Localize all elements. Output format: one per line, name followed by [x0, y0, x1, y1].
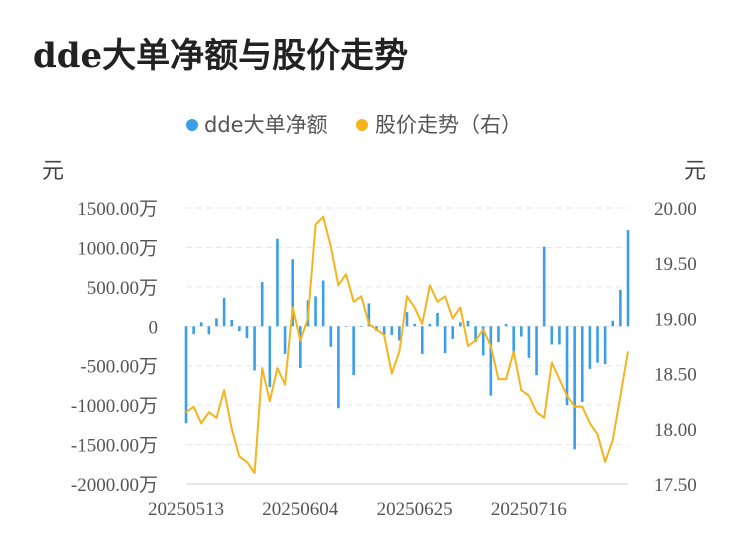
dde-bar	[352, 326, 355, 376]
dde-bar	[535, 326, 538, 376]
dde-bar	[367, 303, 371, 327]
right-tick-label: 20.00	[654, 199, 697, 220]
dde-bar	[199, 322, 203, 327]
dde-bar	[184, 326, 188, 424]
grid-lines	[186, 207, 628, 485]
dde-bar	[474, 326, 477, 343]
dde-bar	[550, 326, 554, 345]
dde-bar	[451, 326, 455, 339]
legend-dde-label: dde大单净额	[204, 113, 328, 137]
dde-bar	[344, 326, 348, 327]
dde-bar	[420, 326, 424, 354]
dde-bar	[459, 322, 462, 327]
dde-bar	[481, 326, 485, 356]
dde-bar	[276, 238, 279, 327]
bar-series	[184, 230, 630, 450]
legend-price-marker	[356, 119, 368, 131]
left-tick-label: 1000.00万	[77, 238, 158, 259]
dde-bar	[314, 296, 317, 327]
dde-bar	[405, 312, 409, 327]
right-axis-ticks: 20.00 19.50 19.00 18.50 18.00 17.50	[654, 199, 697, 496]
dde-bar	[565, 326, 569, 406]
left-tick-label: -500.00万	[80, 357, 158, 378]
dde-bar	[580, 326, 584, 402]
left-tick-label: -2000.00万	[71, 475, 158, 496]
left-tick-label: 500.00万	[87, 278, 158, 299]
dde-bar	[398, 326, 401, 341]
dde-bar	[390, 326, 394, 335]
dde-bar	[558, 326, 561, 345]
dde-bar	[299, 326, 302, 369]
left-tick-label: 1500.00万	[77, 199, 158, 220]
dde-bar	[542, 246, 546, 327]
dde-bar	[611, 320, 615, 327]
dde-bar	[596, 326, 599, 363]
left-tick-label: -1500.00万	[71, 436, 158, 457]
right-tick-label: 19.50	[654, 254, 697, 275]
right-tick-label: 18.00	[654, 420, 697, 441]
dde-bar	[626, 230, 630, 327]
dde-bar	[283, 326, 287, 354]
dde-bar	[573, 326, 576, 450]
dde-bar	[192, 326, 195, 335]
dde-bar	[466, 320, 470, 327]
legend-price-label: 股价走势（右）	[375, 113, 522, 137]
dde-bar	[268, 326, 272, 388]
dde-bar	[291, 259, 294, 327]
line-series	[185, 215, 629, 474]
dde-bar	[497, 326, 500, 343]
right-axis-unit: 元	[684, 159, 706, 184]
x-tick-label: 20250604	[262, 499, 339, 520]
chart-title: dde大单净额与股价走势	[33, 36, 409, 76]
dde-bar	[489, 326, 493, 396]
dde-bar	[588, 326, 592, 369]
dde-bar	[428, 323, 432, 327]
dde-bar	[321, 280, 325, 327]
dde-bar	[527, 326, 531, 358]
dde-bar	[413, 323, 416, 327]
dde-bar	[337, 326, 340, 409]
dde-bar	[253, 326, 256, 371]
dde-bar	[245, 326, 249, 339]
left-tick-label: -1000.00万	[71, 396, 158, 417]
dde-bar	[230, 319, 234, 327]
dde-bar	[603, 326, 607, 365]
dde-bar	[436, 312, 439, 327]
dde-bar	[207, 326, 211, 335]
right-tick-label: 18.50	[654, 365, 697, 386]
dde-bar	[260, 282, 264, 327]
x-tick-label: 20250625	[377, 499, 453, 520]
dde-bar	[222, 297, 226, 327]
left-tick-label: 0	[149, 317, 159, 338]
price-line	[185, 215, 629, 474]
right-tick-label: 17.50	[654, 475, 697, 496]
dde-bar	[443, 326, 447, 354]
dde-bar	[215, 318, 218, 327]
dde-bar	[382, 326, 386, 335]
dde-bar	[504, 323, 508, 327]
dde-bar	[238, 326, 241, 332]
left-axis-ticks: 1500.00万 1000.00万 500.00万 0 -500.00万 -1000.00…	[71, 199, 158, 496]
x-tick-label: 20250716	[491, 499, 567, 520]
left-axis-unit: 元	[42, 159, 64, 184]
x-tick-label: 20250513	[148, 499, 224, 520]
x-axis-ticks: 20250513 20250604 20250625 20250716	[148, 499, 567, 520]
dde-bar	[512, 326, 515, 356]
legend-dde-marker	[186, 119, 198, 131]
legend: dde大单净额 股价走势（右）	[186, 113, 522, 137]
dde-bar	[520, 326, 523, 337]
right-tick-label: 19.00	[654, 309, 697, 330]
dde-bar	[619, 290, 622, 327]
dde-bar	[359, 326, 363, 327]
dde-bar	[329, 326, 333, 347]
